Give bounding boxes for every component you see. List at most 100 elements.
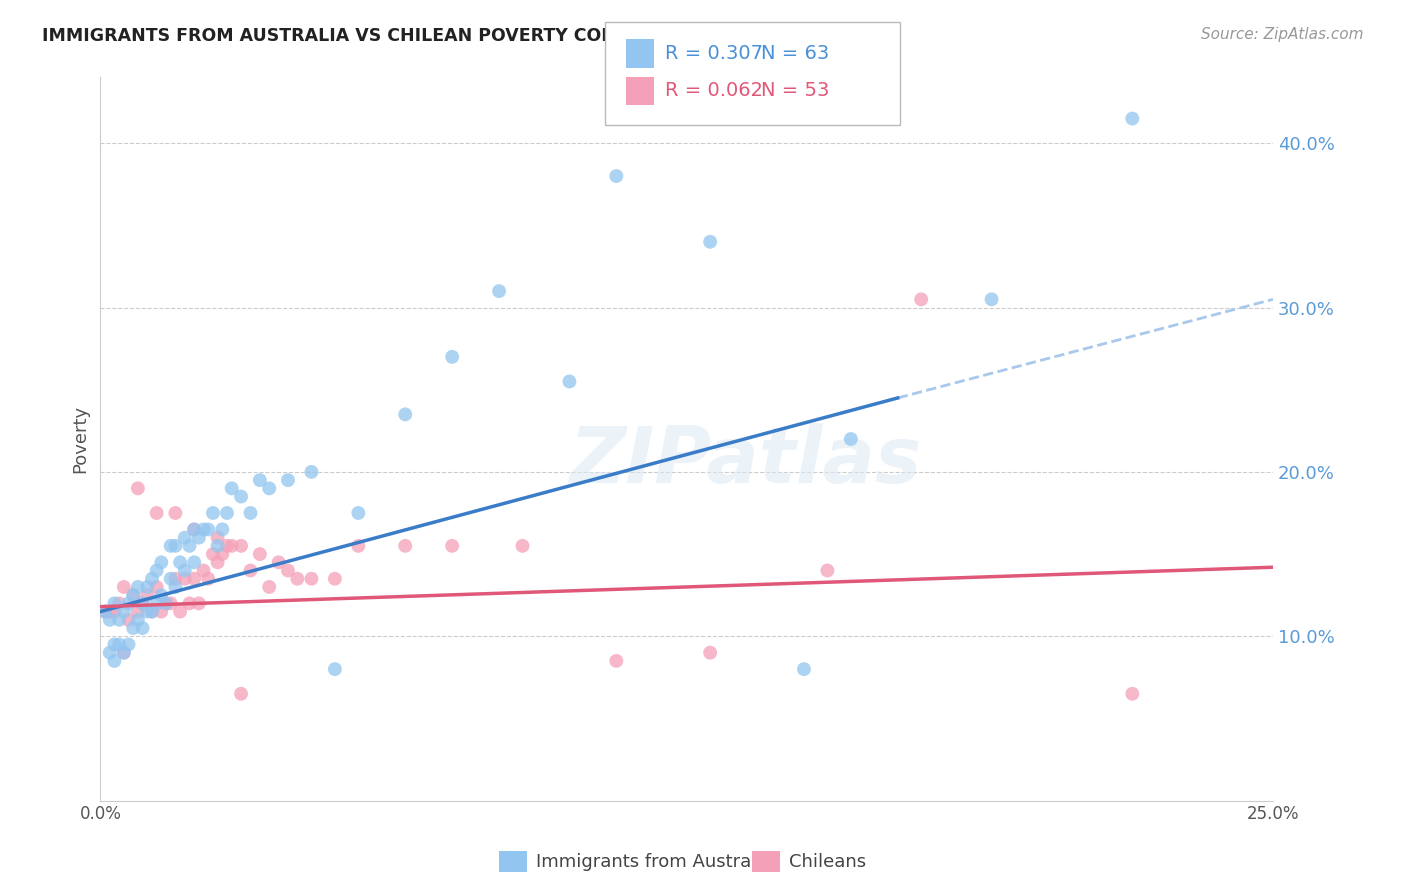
Point xyxy=(257,481,280,495)
Point xyxy=(98,613,121,627)
Point xyxy=(394,539,416,553)
Point xyxy=(169,605,191,619)
Point xyxy=(122,588,145,602)
Point xyxy=(103,605,125,619)
Point xyxy=(187,531,209,545)
Point xyxy=(108,613,131,627)
Point xyxy=(117,613,139,627)
Point xyxy=(141,572,163,586)
Point xyxy=(301,465,323,479)
Point xyxy=(277,564,299,578)
Point xyxy=(239,564,262,578)
Point xyxy=(699,235,721,249)
Point xyxy=(558,375,581,389)
Point xyxy=(145,564,167,578)
Point xyxy=(183,555,205,569)
Point xyxy=(131,596,153,610)
Y-axis label: Poverty: Poverty xyxy=(72,405,89,473)
Point xyxy=(122,588,145,602)
Point xyxy=(117,596,139,610)
Point xyxy=(159,539,181,553)
Point xyxy=(127,580,149,594)
Point xyxy=(193,564,215,578)
Point xyxy=(347,506,370,520)
Point xyxy=(136,580,159,594)
Point xyxy=(145,596,167,610)
Point xyxy=(323,572,346,586)
Text: N = 63: N = 63 xyxy=(761,44,830,63)
Point xyxy=(323,662,346,676)
Text: IMMIGRANTS FROM AUSTRALIA VS CHILEAN POVERTY CORRELATION CHART: IMMIGRANTS FROM AUSTRALIA VS CHILEAN POV… xyxy=(42,27,783,45)
Point xyxy=(183,572,205,586)
Point xyxy=(193,523,215,537)
Point xyxy=(165,506,187,520)
Point xyxy=(980,293,1002,307)
Point xyxy=(197,572,219,586)
Point xyxy=(173,572,195,586)
Point xyxy=(173,531,195,545)
Point xyxy=(512,539,534,553)
Point xyxy=(103,654,125,668)
Point xyxy=(201,547,224,561)
Point xyxy=(179,596,201,610)
Point xyxy=(150,555,173,569)
Point xyxy=(249,547,271,561)
Point xyxy=(122,621,145,635)
Point xyxy=(277,473,299,487)
Point xyxy=(131,621,153,635)
Point xyxy=(347,539,370,553)
Point xyxy=(112,646,135,660)
Point xyxy=(127,605,149,619)
Point xyxy=(165,539,187,553)
Point xyxy=(183,523,205,537)
Point xyxy=(257,580,280,594)
Point xyxy=(94,605,117,619)
Point xyxy=(112,580,135,594)
Point xyxy=(394,408,416,422)
Point xyxy=(207,531,229,545)
Point xyxy=(155,596,177,610)
Point xyxy=(112,605,135,619)
Point xyxy=(150,588,173,602)
Text: R = 0.307: R = 0.307 xyxy=(665,44,763,63)
Point xyxy=(98,605,121,619)
Point xyxy=(201,506,224,520)
Point xyxy=(155,596,177,610)
Point xyxy=(301,572,323,586)
Point xyxy=(141,605,163,619)
Point xyxy=(839,432,862,446)
Point xyxy=(699,646,721,660)
Point xyxy=(127,481,149,495)
Point xyxy=(112,646,135,660)
Point xyxy=(165,572,187,586)
Point xyxy=(488,284,510,298)
Point xyxy=(221,539,243,553)
Point xyxy=(183,523,205,537)
Text: ZIPatlas: ZIPatlas xyxy=(569,423,921,499)
Text: Chileans: Chileans xyxy=(789,853,866,871)
Point xyxy=(150,605,173,619)
Point xyxy=(165,580,187,594)
Point xyxy=(136,605,159,619)
Point xyxy=(127,613,149,627)
Point xyxy=(229,490,252,504)
Point xyxy=(179,539,201,553)
Point xyxy=(910,293,932,307)
Text: Immigrants from Australia: Immigrants from Australia xyxy=(536,853,772,871)
Point xyxy=(211,523,233,537)
Point xyxy=(215,506,238,520)
Point xyxy=(207,539,229,553)
Point xyxy=(267,555,290,569)
Point xyxy=(108,596,131,610)
Point xyxy=(94,605,117,619)
Point xyxy=(136,588,159,602)
Point xyxy=(1121,112,1143,126)
Point xyxy=(207,555,229,569)
Point xyxy=(249,473,271,487)
Point xyxy=(169,555,191,569)
Point xyxy=(159,572,181,586)
Point xyxy=(159,596,181,610)
Point xyxy=(815,564,838,578)
Text: N = 53: N = 53 xyxy=(761,81,830,101)
Point xyxy=(187,596,209,610)
